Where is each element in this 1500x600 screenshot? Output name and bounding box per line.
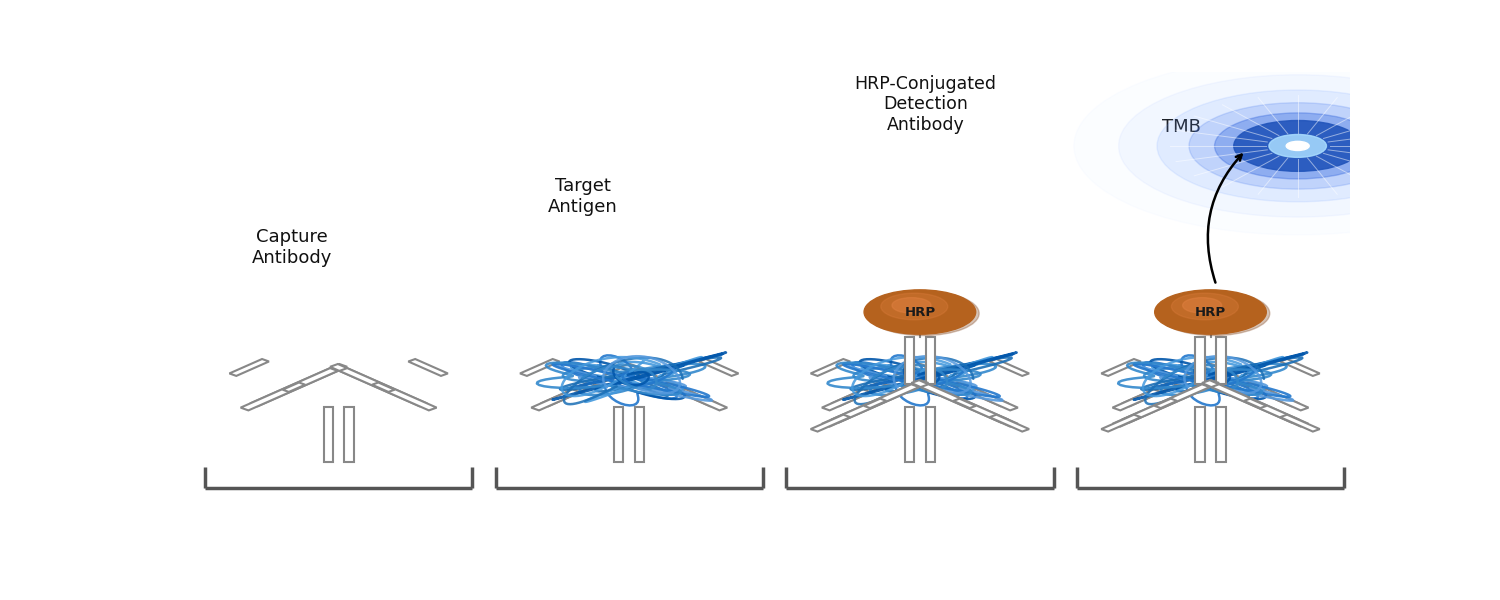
Polygon shape [1212,385,1308,427]
Polygon shape [408,359,448,376]
Polygon shape [251,364,346,406]
Polygon shape [1122,380,1220,422]
Polygon shape [954,382,976,392]
Polygon shape [1101,359,1142,376]
Text: HRP-Conjugated
Detection
Antibody: HRP-Conjugated Detection Antibody [855,74,996,134]
Polygon shape [912,380,1008,422]
Polygon shape [822,368,920,410]
Circle shape [1190,103,1407,189]
Bar [926,337,934,383]
Bar [614,407,624,463]
Polygon shape [1212,368,1308,410]
Bar [1216,407,1225,463]
Polygon shape [699,359,738,376]
Bar [634,407,645,463]
Polygon shape [864,398,886,408]
Polygon shape [831,364,928,406]
Polygon shape [573,382,596,392]
Circle shape [1215,113,1382,179]
Circle shape [1233,121,1362,172]
Polygon shape [540,364,638,406]
Bar [324,407,333,463]
Polygon shape [282,382,304,392]
Polygon shape [240,368,338,410]
Polygon shape [912,364,1008,406]
Text: HRP: HRP [1196,305,1225,319]
Circle shape [1156,90,1438,202]
Polygon shape [1202,364,1299,406]
Bar [1216,337,1225,383]
Polygon shape [630,368,728,410]
Polygon shape [810,415,850,431]
Polygon shape [921,385,1019,427]
Polygon shape [520,359,560,376]
Polygon shape [921,368,1019,410]
Circle shape [880,293,948,320]
Text: Capture
Antibody: Capture Antibody [252,228,333,267]
Polygon shape [1155,382,1178,392]
Circle shape [867,291,980,335]
Bar [345,407,354,463]
Polygon shape [810,359,850,376]
Text: Target
Antigen: Target Antigen [548,178,618,216]
Circle shape [1158,291,1270,335]
Polygon shape [1244,398,1266,408]
Polygon shape [990,415,1029,431]
Polygon shape [1244,382,1266,392]
Polygon shape [339,368,436,410]
Circle shape [1155,290,1266,334]
Polygon shape [372,382,394,392]
Circle shape [1269,134,1326,157]
Polygon shape [1202,380,1299,422]
Circle shape [1119,75,1476,217]
Bar [1196,337,1204,383]
Polygon shape [1122,364,1220,406]
Polygon shape [230,359,268,376]
Text: HRP: HRP [904,305,936,319]
Bar [926,407,934,463]
Polygon shape [831,380,928,422]
Bar [1196,407,1204,463]
Polygon shape [990,359,1029,376]
Circle shape [1286,142,1310,151]
Polygon shape [1113,385,1209,427]
Polygon shape [663,382,686,392]
Circle shape [1182,298,1221,313]
Polygon shape [531,368,628,410]
Circle shape [1172,293,1239,320]
Polygon shape [822,385,920,427]
Text: TMB: TMB [1162,118,1202,136]
Polygon shape [330,364,427,406]
Polygon shape [621,364,718,406]
Polygon shape [864,382,886,392]
Polygon shape [954,398,976,408]
Polygon shape [1155,398,1178,408]
Polygon shape [1280,359,1320,376]
Polygon shape [1101,415,1142,431]
Circle shape [864,290,975,334]
Polygon shape [1280,415,1320,431]
Bar [904,407,914,463]
Bar [904,337,914,383]
Circle shape [892,298,932,313]
Polygon shape [1113,368,1209,410]
